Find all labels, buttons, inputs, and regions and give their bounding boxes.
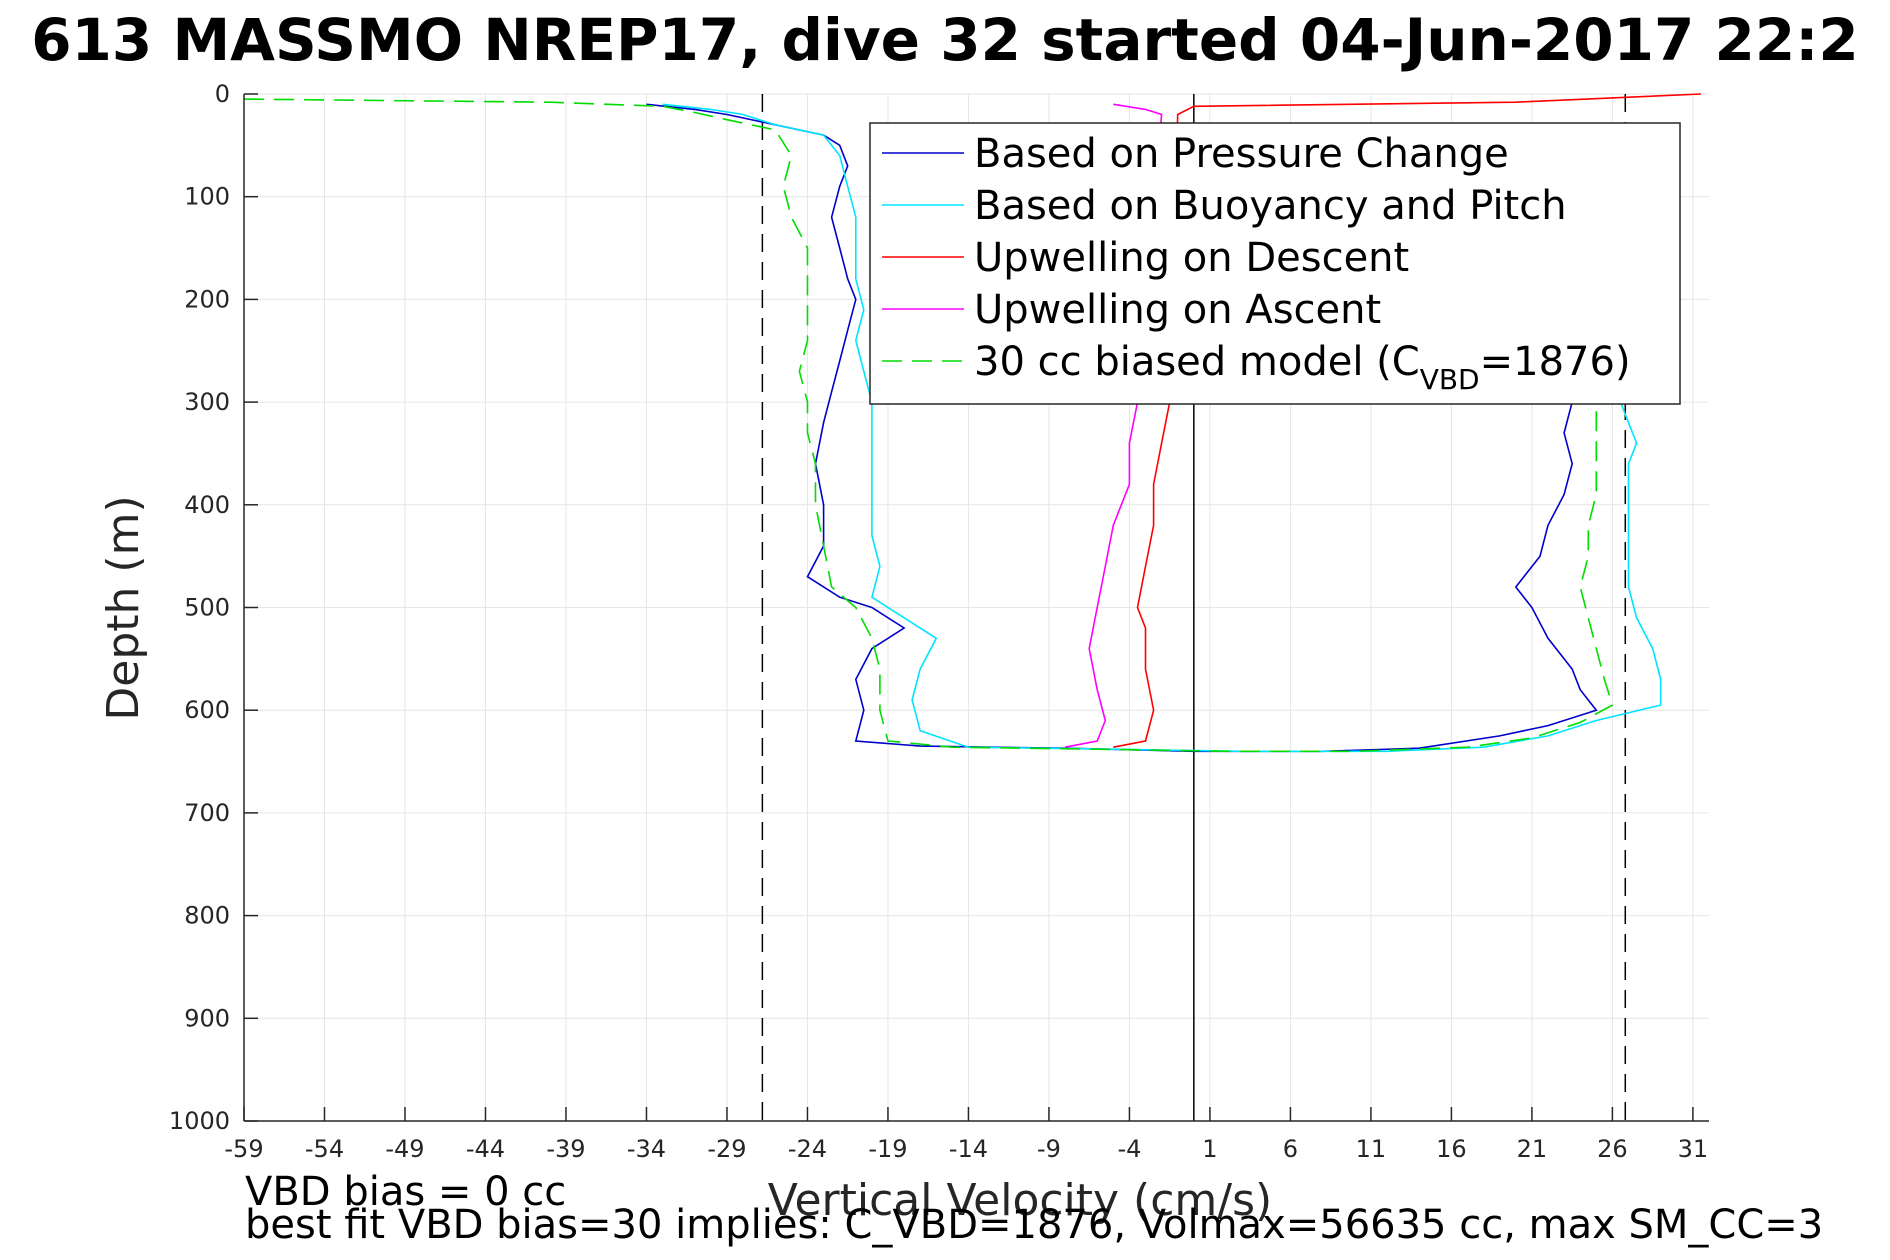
vbd-bias-note: VBD bias = 0 cc: [245, 1169, 566, 1215]
x-tick-label: -19: [868, 1135, 907, 1163]
x-tick-label: 31: [1678, 1135, 1709, 1163]
x-tick-label: 16: [1436, 1135, 1467, 1163]
y-tick-label: 200: [184, 285, 230, 313]
x-axis-ticks: -59 -54 -49 -44 -39 -34 -29 -24 -19 -14 -9 -4 1 6 11 16…: [224, 1107, 1708, 1163]
legend: Based on Pressure Change Based on Buoyanc…: [869, 122, 1681, 405]
x-tick-label: -49: [385, 1135, 424, 1163]
y-tick-label: 400: [184, 491, 230, 519]
legend-label-subscript: VBD: [1420, 363, 1480, 396]
legend-items: Based on Pressure Change Based on Buoyanc…: [882, 131, 1631, 396]
x-tick-label: -29: [707, 1135, 746, 1163]
chart-title: 613 MASSMO NREP17, dive 32 started 04-Ju…: [31, 6, 1859, 74]
x-tick-label: -24: [788, 1135, 827, 1163]
y-tick-label: 0: [215, 80, 230, 108]
x-axis-label: Vertical Velocity (cm/s): [768, 1175, 1272, 1226]
y-tick-label: 900: [184, 1004, 230, 1032]
x-tick-label: -14: [949, 1135, 988, 1163]
legend-label-4: Upwelling on Ascent: [974, 287, 1381, 333]
x-tick-label: 21: [1517, 1135, 1548, 1163]
y-tick-label: 600: [184, 696, 230, 724]
legend-box: [869, 122, 1681, 405]
x-tick-label: 1: [1202, 1135, 1217, 1163]
series-line-3: [1113, 93, 1702, 748]
x-tick-label: 11: [1356, 1135, 1387, 1163]
y-axis-label: Depth (m): [98, 495, 149, 720]
x-tick-label: 26: [1597, 1135, 1628, 1163]
legend-label-main: 30 cc biased model (C: [974, 339, 1420, 385]
x-tick-label: -39: [546, 1135, 585, 1163]
legend-label-3: Upwelling on Descent: [974, 235, 1409, 281]
y-tick-label: 300: [184, 388, 230, 416]
series-line-1: [646, 103, 1598, 753]
x-tick-label: -44: [466, 1135, 505, 1163]
y-tick-label: 100: [184, 183, 230, 211]
legend-label-5: 30 cc biased model (CVBD=1876): [974, 339, 1631, 396]
x-tick-label: -54: [305, 1135, 344, 1163]
x-tick-label: -9: [1037, 1135, 1061, 1163]
x-tick-label: -34: [627, 1135, 666, 1163]
legend-label-1: Based on Pressure Change: [974, 131, 1509, 177]
y-tick-label: 700: [184, 799, 230, 827]
best-fit-note: best fit VBD bias=30 implies: C_VBD=1876…: [245, 1202, 1823, 1248]
y-tick-label: 500: [184, 594, 230, 622]
y-tick-label: 1000: [169, 1107, 230, 1135]
legend-label-2: Based on Buoyancy and Pitch: [974, 183, 1567, 229]
legend-label-end: =1876): [1480, 339, 1631, 385]
x-tick-label: -4: [1117, 1135, 1141, 1163]
y-axis-ticks: 0 100 200 300 400 500 600 700 800 900 1000: [169, 80, 258, 1135]
y-tick-label: 800: [184, 902, 230, 930]
x-tick-label: 6: [1283, 1135, 1298, 1163]
series-line-2: [662, 103, 1662, 753]
x-tick-label: -59: [224, 1135, 263, 1163]
